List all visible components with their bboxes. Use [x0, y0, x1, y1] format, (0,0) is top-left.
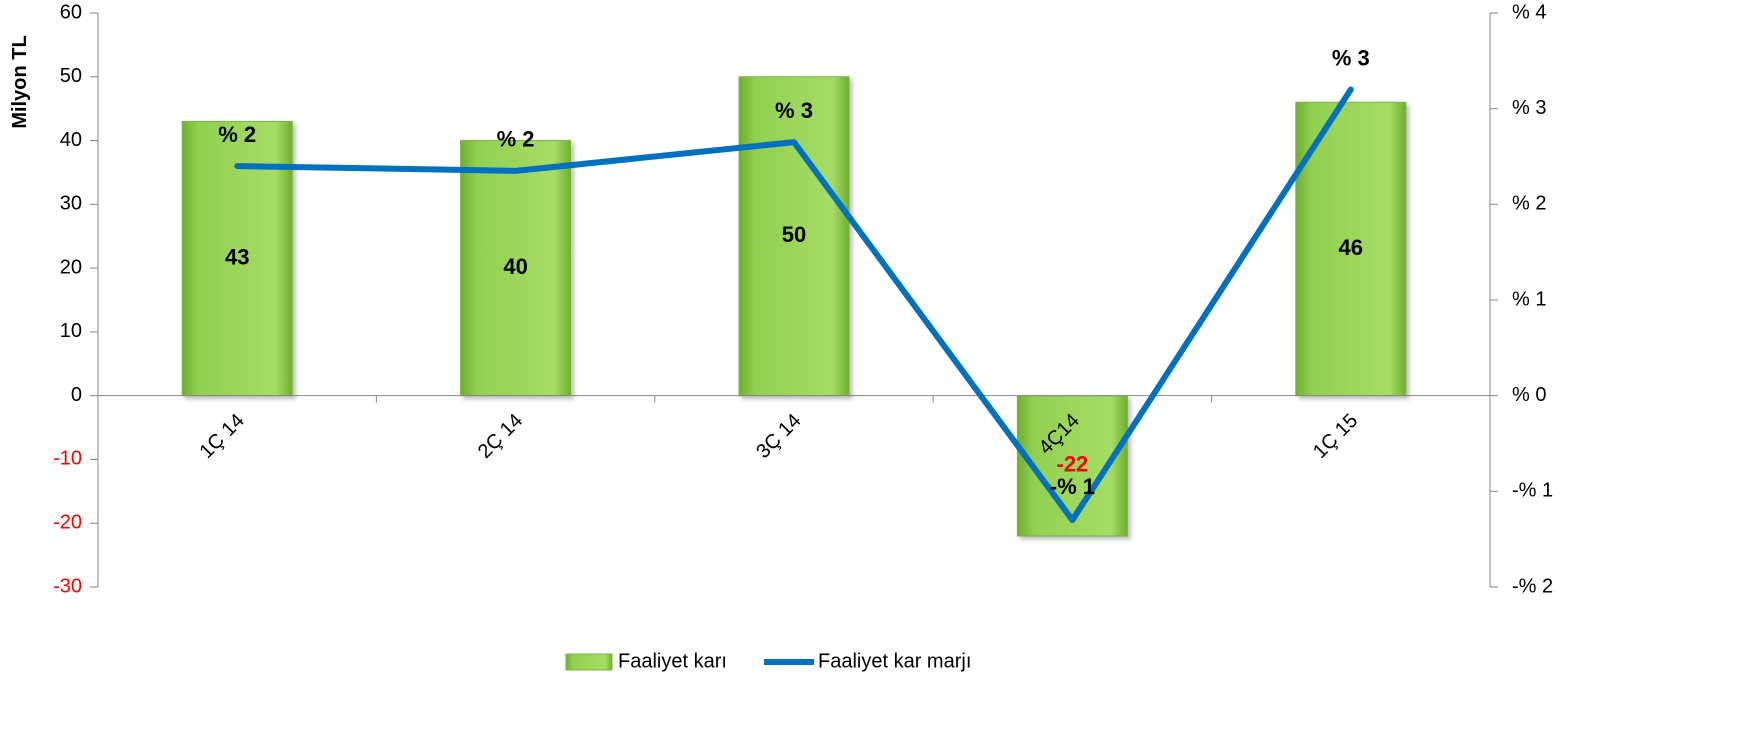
- bar-value-label: 43: [225, 244, 249, 269]
- left-tick-label: 20: [60, 256, 82, 278]
- left-tick-label: 30: [60, 193, 82, 215]
- category-label: 2Ç 14: [474, 410, 527, 463]
- right-tick-label: -% 2: [1512, 575, 1553, 597]
- left-tick-label: 60: [60, 1, 82, 23]
- bar-value-label: -22: [1057, 451, 1089, 476]
- margin-value-label: % 3: [775, 98, 813, 123]
- left-tick-label: 0: [71, 384, 82, 406]
- right-tick-label: % 0: [1512, 384, 1546, 406]
- left-tick-label: -10: [53, 448, 82, 470]
- margin-value-label: % 2: [497, 127, 535, 152]
- category-label: 1Ç 15: [1309, 410, 1362, 463]
- right-tick-label: -% 1: [1512, 480, 1553, 502]
- left-tick-label: -20: [53, 512, 82, 534]
- right-tick-label: % 2: [1512, 193, 1546, 215]
- bar-value-label: 50: [782, 222, 806, 247]
- bar-value-label: 40: [503, 254, 527, 279]
- margin-value-label: % 2: [218, 122, 256, 147]
- margin-value-label: -% 1: [1050, 474, 1095, 499]
- legend-line-label: Faaliyet kar marjı: [818, 650, 971, 672]
- right-tick-label: % 4: [1512, 1, 1546, 23]
- y-axis-title: Milyon TL: [9, 35, 31, 128]
- category-label: 3Ç 14: [752, 410, 805, 463]
- margin-value-label: % 3: [1332, 45, 1370, 70]
- right-tick-label: % 1: [1512, 288, 1546, 310]
- right-tick-label: % 3: [1512, 97, 1546, 119]
- category-label: 1Ç 14: [195, 410, 248, 463]
- legend-bar-swatch: [566, 654, 612, 670]
- left-tick-label: 10: [60, 320, 82, 342]
- legend-bar-label: Faaliyet karı: [618, 650, 727, 672]
- left-tick-label: 50: [60, 65, 82, 87]
- left-tick-label: -30: [53, 575, 82, 597]
- bar-value-label: 46: [1339, 235, 1363, 260]
- left-tick-label: 40: [60, 129, 82, 151]
